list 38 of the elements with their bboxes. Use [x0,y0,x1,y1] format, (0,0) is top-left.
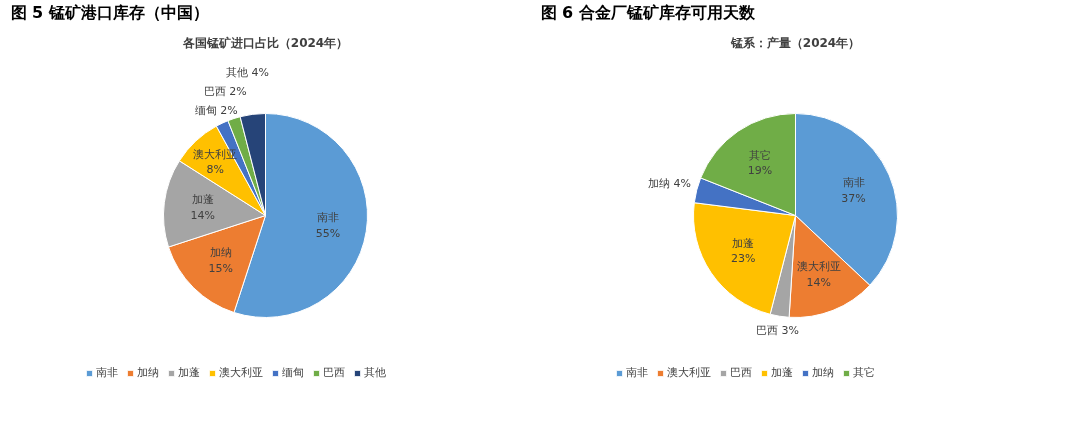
slice-label: 澳大利亚 [796,260,841,273]
legend-label: 澳大利亚 [667,365,711,380]
data-label: 37% [841,191,866,205]
slice-label: 加纳 [209,245,232,259]
legend-label: 其他 [364,365,386,380]
legend-label: 加纳 [812,365,834,380]
chart-title: 图 5 锰矿港口库存（中国） [10,3,209,22]
chart-subtitle: 各国锰矿进口占比（2024年） [181,35,349,50]
category-label: 其他 4% [225,66,269,80]
legend-label: 缅甸 [282,365,304,380]
legend-label: 巴西 [323,365,345,380]
chart-title: 图 6 合金厂锰矿库存可用天数 [540,3,756,22]
slice-label: 其它 [748,148,771,162]
legend-label: 澳大利亚 [219,365,263,380]
data-label: 23% [730,252,756,266]
slice-label: 加蓬 [732,236,755,250]
legend-label: 南非 [626,365,648,380]
legend-label: 加蓬 [771,365,793,380]
legend-label: 南非 [96,365,118,380]
slice-label: 南非 [316,211,339,225]
legend-label: 其它 [853,365,875,380]
category-label: 巴西 2% [203,85,247,99]
data-label: 14% [806,275,832,289]
data-label: 15% [208,261,234,275]
legend-label: 加纳 [137,365,159,380]
category-label: 巴西 3% [755,323,799,337]
chart-subtitle: 锰系：产量（2024年） [729,35,861,50]
category-label: 加纳 4% [648,176,692,190]
data-label: 8% [206,163,224,177]
data-label: 55% [315,226,341,240]
category-label: 缅甸 2% [194,104,238,118]
data-label: 14% [190,208,215,222]
slice-label: 南非 [842,176,865,190]
legend-label: 加蓬 [178,365,200,380]
slice-label: 澳大利亚 [193,147,238,161]
legend-label: 巴西 [730,365,752,380]
data-label: 19% [747,164,773,178]
slice-label: 加蓬 [191,193,214,207]
